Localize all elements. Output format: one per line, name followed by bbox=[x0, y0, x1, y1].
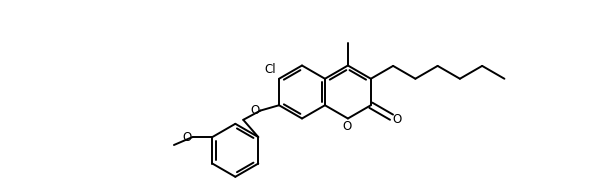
Text: O: O bbox=[250, 104, 259, 117]
Text: O: O bbox=[393, 113, 402, 126]
Text: O: O bbox=[342, 121, 352, 133]
Text: Cl: Cl bbox=[265, 63, 276, 76]
Text: O: O bbox=[182, 130, 191, 144]
